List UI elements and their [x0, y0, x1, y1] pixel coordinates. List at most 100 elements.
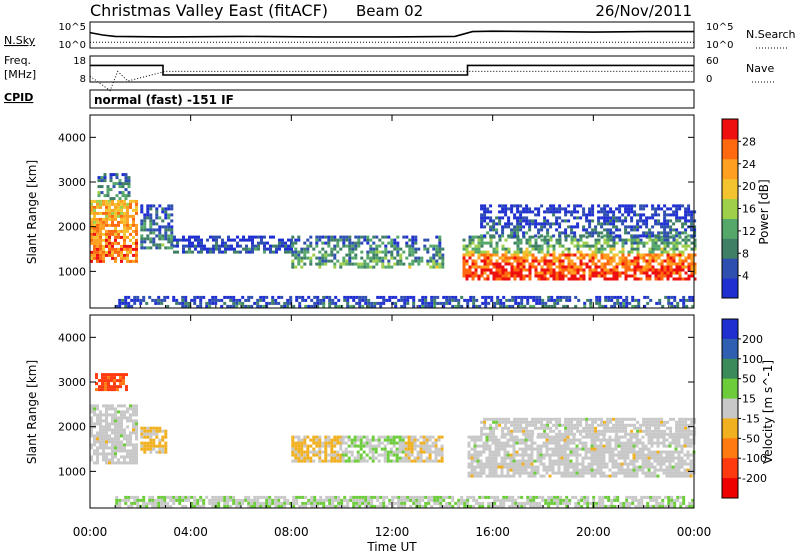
heatmap-cell: [366, 241, 370, 245]
heatmap-cell: [597, 231, 601, 235]
heatmap-cell: [541, 498, 545, 502]
heatmap-cell: [564, 426, 568, 430]
heatmap-cell: [579, 234, 583, 238]
heatmap-cell: [212, 247, 215, 251]
heatmap-cell: [531, 262, 535, 266]
heatmap-cell: [674, 447, 678, 451]
heatmap-cell: [215, 241, 218, 245]
heatmap-cell: [599, 438, 603, 442]
heatmap-cell: [303, 444, 307, 448]
heatmap-cell: [576, 277, 580, 281]
heatmap-cell: [387, 241, 391, 245]
heatmap-cell: [675, 238, 679, 242]
heatmap-cell: [579, 216, 583, 220]
heatmap-cell: [135, 428, 138, 432]
heatmap-cell: [436, 498, 440, 502]
heatmap-cell: [514, 501, 518, 505]
heatmap-cell: [465, 247, 469, 251]
heatmap-cell: [631, 495, 635, 499]
heatmap-cell: [123, 437, 126, 441]
heatmap-cell: [433, 498, 437, 502]
heatmap-cell: [109, 176, 113, 180]
heatmap-cell: [434, 456, 438, 460]
heatmap-cell: [526, 301, 530, 305]
heatmap-cell: [475, 501, 479, 505]
heatmap-cell: [520, 295, 524, 299]
heatmap-cell: [96, 253, 99, 257]
heatmap-cell: [389, 459, 393, 463]
heatmap-cell: [236, 244, 239, 248]
heatmap-cell: [623, 447, 627, 451]
heatmap-cell: [625, 495, 629, 499]
heatmap-cell: [102, 250, 105, 254]
heatmap-cell: [339, 456, 343, 460]
heatmap-cell: [675, 271, 679, 275]
heatmap-cell: [107, 382, 110, 386]
heatmap-cell: [135, 437, 138, 441]
heatmap-cell: [671, 441, 675, 445]
heatmap-cell: [375, 256, 379, 260]
heatmap-cell: [500, 474, 504, 478]
heatmap-cell: [500, 435, 504, 439]
heatmap-cell: [586, 498, 590, 502]
heatmap-cell: [297, 456, 301, 460]
heatmap-cell: [539, 444, 543, 448]
heatmap-cell: [248, 238, 251, 242]
heatmap-cell: [568, 501, 572, 505]
heatmap-cell: [600, 210, 604, 214]
heatmap-cell: [635, 459, 639, 463]
heatmap-cell: [534, 213, 538, 217]
heatmap-cell: [656, 453, 660, 457]
heatmap-cell: [483, 241, 487, 245]
heatmap-cell: [656, 435, 660, 439]
heatmap-cell: [590, 444, 594, 448]
heatmap-cell: [127, 495, 131, 499]
heatmap-cell: [277, 301, 281, 305]
heatmap-cell: [638, 438, 642, 442]
heatmap-cell: [677, 438, 681, 442]
heatmap-cell: [431, 441, 435, 445]
heatmap-cell: [328, 498, 332, 502]
heatmap-cell: [582, 277, 586, 281]
heatmap-cell: [158, 444, 162, 448]
heatmap-cell: [468, 274, 472, 278]
heatmap-cell: [476, 438, 480, 442]
heatmap-cell: [140, 225, 144, 229]
heatmap-cell: [600, 256, 604, 260]
heatmap-cell: [504, 268, 508, 272]
heatmap-cell: [552, 250, 556, 254]
heatmap-cell: [639, 277, 643, 281]
heatmap-cell: [473, 444, 477, 448]
y-tick-label: 1000: [58, 265, 86, 278]
heatmap-cell: [117, 419, 120, 423]
heatmap-cell: [300, 444, 304, 448]
heatmap-cell: [111, 461, 114, 465]
heatmap-cell: [528, 210, 532, 214]
heatmap-cell: [118, 197, 122, 201]
heatmap-cell: [504, 262, 508, 266]
heatmap-cell: [117, 404, 120, 408]
heatmap-cell: [126, 247, 129, 251]
heatmap-cell: [333, 235, 337, 239]
heatmap-cell: [90, 416, 93, 420]
heatmap-cell: [381, 241, 385, 245]
heatmap-cell: [136, 504, 140, 508]
heatmap-cell: [355, 295, 359, 299]
heatmap-cell: [292, 495, 296, 499]
heatmap-cell: [549, 253, 553, 257]
heatmap-cell: [491, 456, 495, 460]
heatmap-cell: [214, 501, 218, 505]
heatmap-cell: [662, 459, 666, 463]
heatmap-cell: [629, 471, 633, 475]
heatmap-cell: [644, 474, 648, 478]
heatmap-cell: [400, 295, 404, 299]
heatmap-cell: [300, 459, 304, 463]
heatmap-cell: [532, 298, 536, 302]
colorbar-swatch: [722, 258, 738, 279]
heatmap-cell: [188, 241, 191, 245]
heatmap-cell: [96, 250, 99, 254]
heatmap-cell: [684, 265, 688, 269]
heatmap-cell: [578, 474, 582, 478]
heatmap-cell: [309, 438, 313, 442]
heatmap-cell: [675, 231, 679, 235]
